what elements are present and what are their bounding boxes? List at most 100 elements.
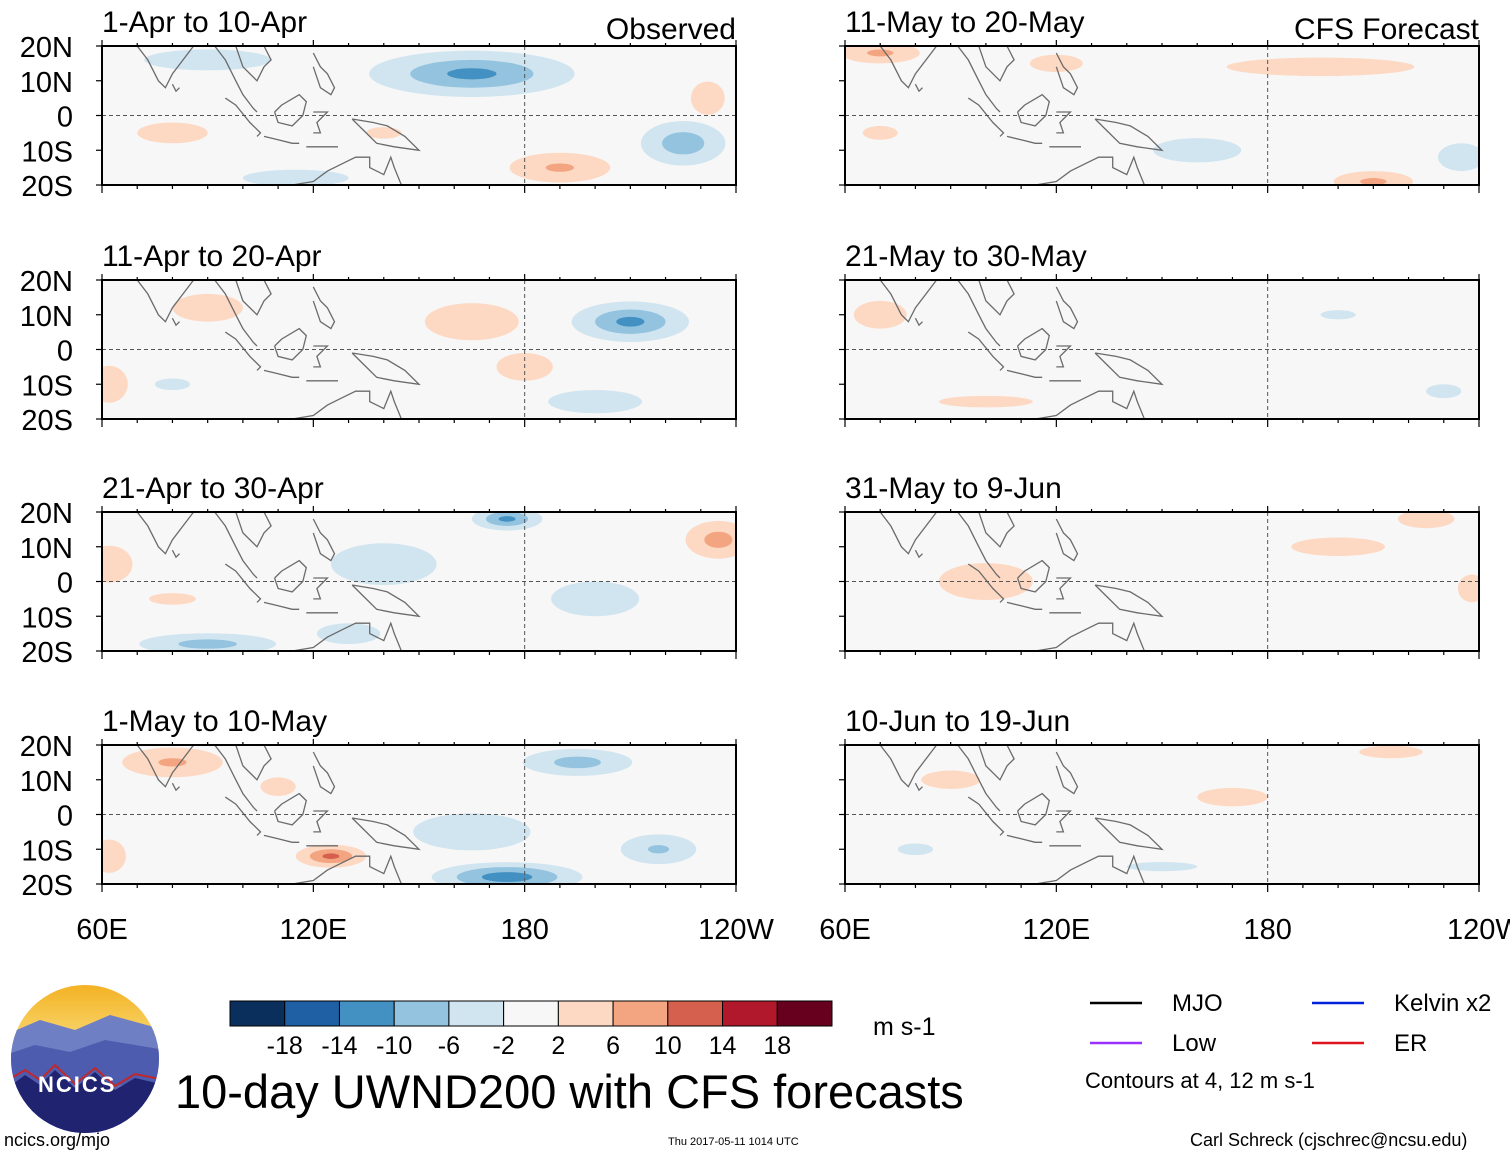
colorbar-swatch bbox=[557, 1000, 614, 1027]
coastline bbox=[136, 280, 195, 323]
coastline bbox=[214, 512, 258, 579]
coastline bbox=[967, 563, 1005, 603]
coastline bbox=[1055, 518, 1079, 562]
coastline bbox=[1035, 621, 1146, 651]
coastline bbox=[1035, 389, 1146, 419]
legend-label: ER bbox=[1394, 1030, 1427, 1057]
coastline bbox=[263, 834, 300, 843]
y-tick-label: 10N bbox=[20, 533, 73, 565]
panel-fill bbox=[102, 745, 697, 884]
y-tick-label: 20S bbox=[21, 637, 73, 669]
anomaly-shade bbox=[137, 122, 208, 144]
coastline bbox=[312, 52, 336, 96]
coastline bbox=[978, 512, 1015, 548]
anomaly-shade bbox=[1360, 178, 1387, 185]
x-tick-label: 180 bbox=[1243, 914, 1291, 946]
coastline bbox=[312, 751, 336, 795]
colorbar: -18 -14 -10 -6 -2 2 6 10 14 18 bbox=[229, 1000, 833, 1060]
y-tick-label: 20S bbox=[21, 171, 73, 203]
y-tick-label: 10S bbox=[21, 370, 73, 402]
x-tick-label: 120W bbox=[1447, 914, 1510, 946]
panel-title: 21-Apr to 30-Apr bbox=[102, 472, 324, 505]
coastline bbox=[224, 331, 262, 371]
coastline bbox=[312, 286, 336, 330]
coastline bbox=[957, 745, 1001, 812]
coastline bbox=[1016, 93, 1051, 127]
y-tick-label: 10S bbox=[21, 136, 73, 168]
coastline bbox=[879, 512, 938, 555]
coastline bbox=[1094, 118, 1164, 152]
anomaly-shade bbox=[1291, 537, 1386, 557]
coastline bbox=[914, 317, 923, 327]
anomaly-shade bbox=[102, 365, 128, 403]
colorbar-tick-label: 2 bbox=[551, 1032, 565, 1060]
coastline bbox=[1094, 817, 1164, 851]
anomaly-shade bbox=[1029, 54, 1083, 73]
anomaly-shade bbox=[481, 872, 533, 883]
coastline bbox=[879, 280, 938, 323]
contour-note: Contours at 4, 12 m s-1 bbox=[1085, 1068, 1315, 1093]
anomaly-shade bbox=[144, 49, 272, 71]
coastline bbox=[879, 46, 938, 89]
coastline bbox=[313, 577, 329, 600]
panel-7: 31-May to 9-Jun bbox=[839, 472, 1480, 659]
anomaly-shade bbox=[867, 49, 894, 57]
anomaly-shade bbox=[897, 843, 934, 856]
colorbar-swatch bbox=[722, 1000, 778, 1027]
coastline bbox=[1056, 577, 1072, 600]
coastline bbox=[136, 512, 195, 555]
anomaly-shade bbox=[616, 316, 645, 327]
coastline bbox=[967, 331, 1005, 371]
coastline bbox=[214, 46, 258, 113]
x-tick-label: 120E bbox=[1022, 914, 1090, 946]
colorbar-tick-label: -6 bbox=[438, 1032, 460, 1060]
colorbar-swatch bbox=[612, 1000, 669, 1027]
coastline bbox=[235, 46, 272, 82]
coastline bbox=[224, 796, 262, 836]
coastline bbox=[1016, 792, 1051, 826]
coastline bbox=[914, 782, 923, 792]
x-tick-label: 60E bbox=[76, 914, 128, 946]
panel-fill bbox=[102, 280, 690, 419]
coastline bbox=[214, 745, 258, 812]
logo-text: NCICS bbox=[38, 1072, 117, 1097]
colorbar-swatch bbox=[393, 1000, 450, 1027]
coastline bbox=[1055, 52, 1079, 96]
coastline bbox=[273, 327, 308, 361]
anomaly-shade bbox=[148, 593, 196, 605]
legend-label: MJO bbox=[1172, 990, 1223, 1017]
coastline bbox=[136, 745, 195, 788]
coastline bbox=[273, 559, 308, 593]
anomaly-shade bbox=[1426, 384, 1462, 399]
anomaly-shade bbox=[172, 293, 243, 322]
panel-title: 1-May to 10-May bbox=[102, 705, 327, 738]
anomaly-shade bbox=[1197, 787, 1268, 807]
y-tick-label: 20N bbox=[20, 266, 73, 298]
y-tick-label: 20N bbox=[20, 731, 73, 763]
coastline bbox=[978, 46, 1015, 82]
colorbar-tick-label: -18 bbox=[267, 1032, 303, 1060]
coastline bbox=[914, 549, 923, 559]
y-tick-label: 0 bbox=[57, 801, 73, 833]
coastline bbox=[171, 549, 180, 559]
coastline bbox=[224, 563, 262, 603]
panel-title: 31-May to 9-Jun bbox=[845, 472, 1062, 505]
y-tick-label: 20N bbox=[20, 498, 73, 530]
site-url: ncics.org/mjo bbox=[4, 1130, 111, 1150]
anomaly-shade bbox=[102, 839, 126, 873]
y-tick-label: 0 bbox=[57, 336, 73, 368]
coastline bbox=[967, 796, 1005, 836]
coastline bbox=[292, 389, 403, 419]
coastline bbox=[263, 135, 300, 144]
coastline bbox=[957, 512, 1001, 579]
anomaly-shade bbox=[447, 68, 497, 80]
coastline bbox=[171, 83, 180, 93]
anomaly-shade bbox=[921, 770, 981, 790]
coastline bbox=[1006, 601, 1043, 610]
anomaly-shade bbox=[551, 581, 640, 617]
coastline bbox=[351, 352, 421, 386]
y-tick-label: 0 bbox=[57, 568, 73, 600]
